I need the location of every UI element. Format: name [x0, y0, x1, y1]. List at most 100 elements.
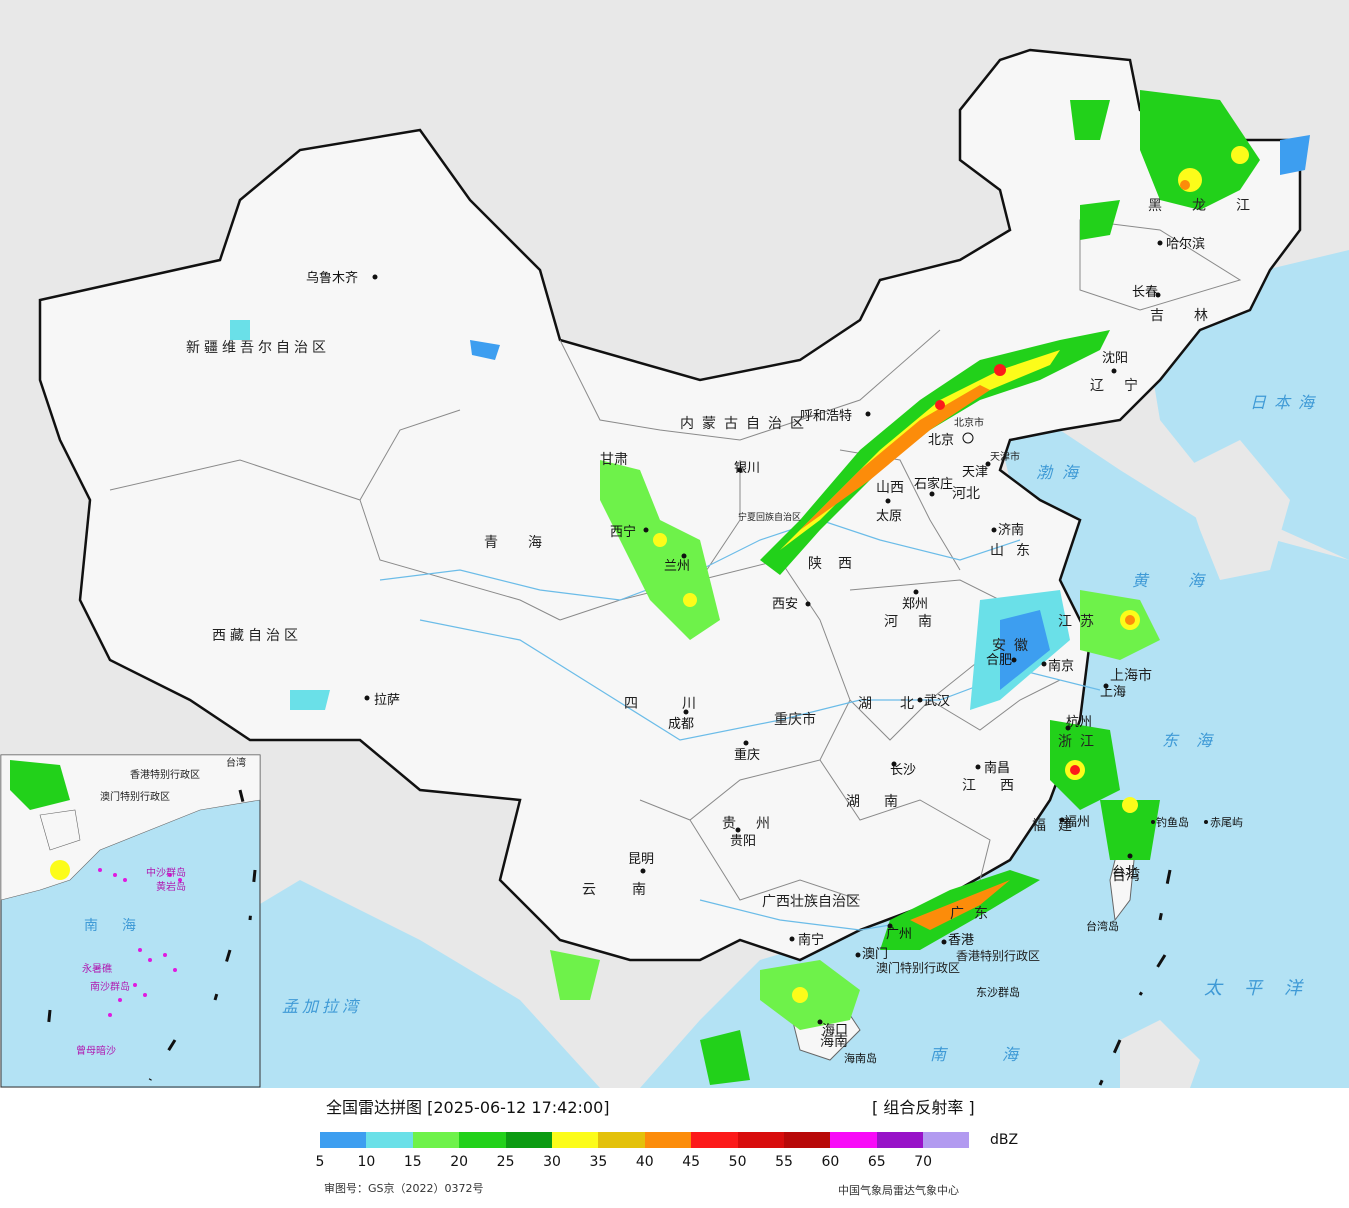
- city-label: 乌鲁木齐: [306, 270, 358, 286]
- city-label: 杭州: [1066, 715, 1092, 730]
- unit-label: dBZ: [990, 1132, 1019, 1148]
- inset-label: 澳门特别行政区: [100, 790, 170, 803]
- colorbar-swatch: [598, 1132, 645, 1148]
- colorbar-tick-label: 35: [589, 1154, 608, 1170]
- colorbar-swatch: [737, 1132, 784, 1148]
- colorbar-tick-label: 20: [450, 1154, 469, 1170]
- city-label: 呼和浩特: [800, 409, 852, 424]
- region-label: 重庆市: [774, 711, 816, 728]
- region-label: 山西: [876, 480, 904, 496]
- inset-label: 中沙群岛: [146, 866, 186, 879]
- legend-panel: 全国雷达拼图 [2025-06-12 17:42:00] [ 组合反射率 ] d…: [0, 1088, 1349, 1208]
- review-number: 审图号：GS京（2022）0372号: [324, 1182, 484, 1195]
- china-outline: [38, 48, 1302, 962]
- region-label: 浙江: [1058, 734, 1102, 750]
- sea-label: 渤海: [1036, 463, 1088, 482]
- city-label: 台湾岛: [1086, 919, 1119, 933]
- region-label: 吉林: [1150, 308, 1238, 324]
- colorbar-tick-label: 65: [867, 1154, 886, 1170]
- colorbar-tick-label: 30: [543, 1154, 561, 1170]
- legend-title: 全国雷达拼图 [2025-06-12 17:42:00]: [326, 1098, 610, 1117]
- colorbar-swatch: [320, 1132, 367, 1148]
- city-label: 福州: [1064, 815, 1090, 830]
- colorbar-swatch: [366, 1132, 413, 1148]
- radar-map: 新疆维吾尔自治区 西藏自治区 青海 甘肃 内蒙古自治区 宁夏回族自治区 陕西 山…: [0, 0, 1349, 1088]
- region-label: 台湾: [1112, 867, 1140, 884]
- city-label: 赤尾屿: [1210, 816, 1243, 829]
- region-label: 陕西: [808, 556, 868, 572]
- region-label: 新疆维吾尔自治区: [186, 340, 330, 356]
- radar-echoes: [230, 90, 1310, 1085]
- region-label: 广东: [950, 906, 998, 922]
- colorbar-swatch: [783, 1132, 831, 1148]
- region-label: 北京市: [954, 416, 984, 429]
- region-label: 云南: [582, 882, 682, 898]
- city-label: 武汉: [924, 694, 950, 709]
- colorbar-tick-label: 55: [775, 1154, 793, 1170]
- city-label: 合肥: [986, 653, 1012, 668]
- region-label: 江苏: [1058, 614, 1102, 630]
- region-label: 广西壮族自治区: [762, 894, 860, 910]
- city-label: 香港: [948, 933, 974, 948]
- region-label: 江西: [962, 778, 1038, 794]
- city-label: 长春: [1132, 285, 1158, 300]
- city-label: 天津: [962, 465, 988, 480]
- east-sea-area: [640, 430, 1349, 1088]
- region-label: 安徽: [992, 638, 1036, 654]
- city-label: 南宁: [798, 932, 824, 948]
- sea-labels: 日本海 渤海 黄海 东海 太平洋 南海 孟加拉湾: [282, 393, 1324, 1064]
- city-label: 南昌: [984, 760, 1010, 776]
- sea-label: 日本海: [1250, 393, 1322, 412]
- colorbar-swatch: [505, 1132, 552, 1148]
- colorbar-tick-label: 60: [821, 1154, 840, 1170]
- city-label: 海口: [822, 1023, 848, 1038]
- sea-label: 太平洋: [1204, 978, 1324, 999]
- sea-label: 孟加拉湾: [282, 997, 362, 1016]
- region-label: 天津市: [990, 450, 1020, 463]
- region-label: 黑龙江: [1148, 198, 1280, 214]
- city-label: 郑州: [902, 597, 928, 612]
- map-canvas: 新疆维吾尔自治区 西藏自治区 青海 甘肃 内蒙古自治区 宁夏回族自治区 陕西 山…: [0, 0, 1349, 1088]
- city-label: 钓鱼岛: [1156, 815, 1189, 829]
- colorbar-tick-label: 45: [682, 1154, 701, 1170]
- colorbar-tick-label: 25: [496, 1154, 515, 1170]
- region-label: 贵州: [722, 816, 790, 832]
- inset-label: 永暑礁: [82, 962, 112, 975]
- colorbar-tick-label: 70: [914, 1154, 933, 1170]
- inset-label: 黄岩岛: [156, 880, 186, 893]
- city-label: 北京: [928, 433, 954, 448]
- region-labels: 新疆维吾尔自治区 西藏自治区 青海 甘肃 内蒙古自治区 宁夏回族自治区 陕西 山…: [186, 198, 1280, 1050]
- city-label: 海南岛: [844, 1051, 877, 1065]
- colorbar-tick-label: 40: [635, 1154, 654, 1170]
- region-label: 河南: [884, 614, 952, 630]
- city-label: 贵阳: [730, 834, 756, 849]
- colorbar-tick-label: 15: [403, 1154, 422, 1170]
- maritime-boundary: [1098, 869, 1172, 1086]
- city-label: 昆明: [628, 852, 654, 867]
- city-label: 拉萨: [374, 693, 400, 708]
- inset-label: 南海: [84, 918, 160, 934]
- region-label: 山东: [990, 543, 1042, 559]
- colorbar-swatch: [876, 1132, 924, 1148]
- organization-label: 中国气象局雷达气象中心: [838, 1184, 959, 1197]
- inset-label: 南沙群岛: [90, 980, 130, 993]
- city-label: 重庆: [734, 747, 760, 763]
- colorbar-tick-label: 50: [728, 1154, 747, 1170]
- city-label: 哈尔滨: [1166, 236, 1205, 252]
- product-type-label: [ 组合反射率 ]: [872, 1098, 975, 1117]
- inset-label: 香港特别行政区: [130, 768, 200, 781]
- city-label: 澳门: [862, 946, 888, 962]
- region-label: 辽宁: [1090, 377, 1158, 394]
- city-label: 上海: [1100, 685, 1126, 700]
- region-label: 河北: [952, 486, 980, 502]
- region-label: 四川: [624, 696, 740, 712]
- colorbar-swatch: [459, 1132, 506, 1148]
- city-label: 兰州: [664, 559, 690, 574]
- luzon-land: [1120, 1020, 1200, 1088]
- colorbar: [320, 1132, 970, 1148]
- region-label: 西藏自治区: [212, 628, 302, 644]
- sea-label: 南海: [930, 1045, 1074, 1064]
- inset-label: 台湾: [226, 756, 246, 769]
- city-label: 济南: [998, 522, 1024, 538]
- city-label: 西宁: [610, 524, 636, 540]
